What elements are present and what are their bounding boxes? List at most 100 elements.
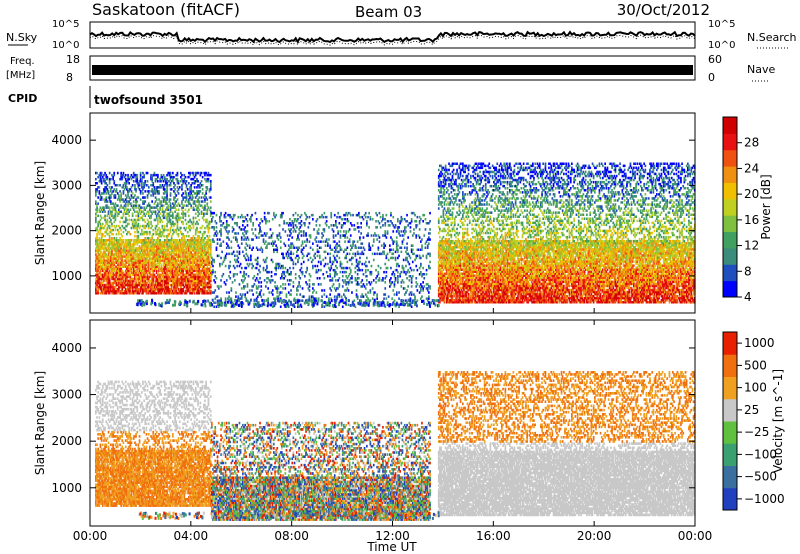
echo-cell xyxy=(385,236,388,239)
echo-cell xyxy=(97,243,99,246)
echo-cell xyxy=(220,285,222,288)
echo-cell xyxy=(150,287,152,291)
echo-cell xyxy=(168,220,171,224)
echo-cell xyxy=(147,204,150,207)
echo-cell xyxy=(127,202,129,205)
echo-cell xyxy=(165,289,167,293)
echo-cell xyxy=(304,275,306,278)
echo-cell xyxy=(137,253,140,256)
echo-cell xyxy=(161,214,164,218)
echo-cell xyxy=(167,214,170,218)
echo-cell xyxy=(325,238,328,241)
echo-cell xyxy=(147,275,150,279)
echo-cell xyxy=(107,206,110,209)
echo-cell xyxy=(166,192,168,195)
echo-cell xyxy=(165,269,167,273)
echo-cell xyxy=(151,281,153,285)
echo-cell xyxy=(127,241,129,244)
echo-cell xyxy=(348,252,351,256)
echo-cell xyxy=(145,224,148,228)
echo-cell xyxy=(231,281,234,284)
echo-cell xyxy=(167,247,170,250)
echo-cell xyxy=(166,292,168,295)
echo-cell xyxy=(168,180,171,183)
echo-cell xyxy=(108,186,111,189)
echo-cell xyxy=(157,186,159,189)
echo-cell xyxy=(361,268,364,272)
echo-cell xyxy=(160,283,163,287)
echo-cell xyxy=(101,283,104,287)
echo-cell xyxy=(113,285,116,289)
echo-cell xyxy=(167,249,170,252)
echo-cell xyxy=(119,269,121,273)
echo-cell xyxy=(159,228,161,232)
echo-cell xyxy=(115,269,118,273)
echo-cell xyxy=(119,267,121,270)
echo-cell xyxy=(137,212,140,215)
echo-cell xyxy=(111,261,113,264)
echo-cell xyxy=(130,261,133,264)
echo-cell xyxy=(371,252,374,256)
echo-cell xyxy=(115,210,118,213)
echo-cell xyxy=(165,283,167,287)
echo-cell xyxy=(103,173,105,177)
echo-cell xyxy=(147,220,150,224)
echo-cell xyxy=(134,184,136,187)
echo-cell xyxy=(146,237,149,240)
echo-cell xyxy=(168,200,171,203)
echo-cell xyxy=(123,275,126,279)
echo-cell xyxy=(279,246,282,249)
echo-cell xyxy=(107,259,110,262)
echo-cell xyxy=(155,216,158,220)
echo-cell xyxy=(262,238,265,241)
echo-cell xyxy=(160,269,163,273)
echo-cell xyxy=(103,255,105,258)
echo-cell xyxy=(364,260,367,264)
echo-cell xyxy=(145,239,148,242)
echo-cell xyxy=(145,269,148,273)
echo-cell xyxy=(129,289,132,293)
echo-cell xyxy=(138,289,141,293)
echo-cell xyxy=(98,210,101,213)
echo-cell xyxy=(130,177,133,181)
echo-cell xyxy=(166,257,168,260)
echo-cell xyxy=(98,220,101,224)
echo-cell xyxy=(352,256,354,260)
echo-cell xyxy=(113,243,116,246)
echo-cell xyxy=(369,299,372,302)
echo-cell xyxy=(144,214,147,218)
echo-cell xyxy=(115,267,118,270)
echo-cell xyxy=(155,255,158,258)
echo-cell xyxy=(359,256,361,260)
echo-cell xyxy=(104,190,106,193)
echo-cell xyxy=(96,241,98,244)
echo-cell xyxy=(254,211,257,215)
echo-cell xyxy=(144,243,147,246)
echo-cell xyxy=(321,295,323,298)
echo-cell xyxy=(97,259,99,262)
echo-cell xyxy=(258,236,260,239)
echo-cell xyxy=(142,224,144,228)
echo-cell xyxy=(108,171,111,175)
echo-cell xyxy=(136,243,139,246)
echo-cell xyxy=(154,200,157,203)
echo-cell xyxy=(123,200,126,203)
echo-cell xyxy=(107,292,110,295)
echo-cell xyxy=(261,220,264,223)
echo-cell xyxy=(136,177,139,181)
echo-cell xyxy=(308,289,311,292)
echo-cell xyxy=(96,171,98,175)
echo-cell xyxy=(129,285,132,289)
echo-cell xyxy=(244,226,246,229)
echo-cell xyxy=(100,279,103,283)
echo-cell xyxy=(220,279,222,282)
echo-cell xyxy=(230,240,233,243)
echo-cell xyxy=(393,273,396,276)
echo-cell xyxy=(192,196,195,199)
echo-cell xyxy=(160,202,163,205)
echo-cell xyxy=(161,285,164,289)
echo-cell xyxy=(169,198,172,201)
echo-cell xyxy=(106,206,109,209)
echo-cell xyxy=(127,281,129,285)
echo-cell xyxy=(160,218,163,222)
